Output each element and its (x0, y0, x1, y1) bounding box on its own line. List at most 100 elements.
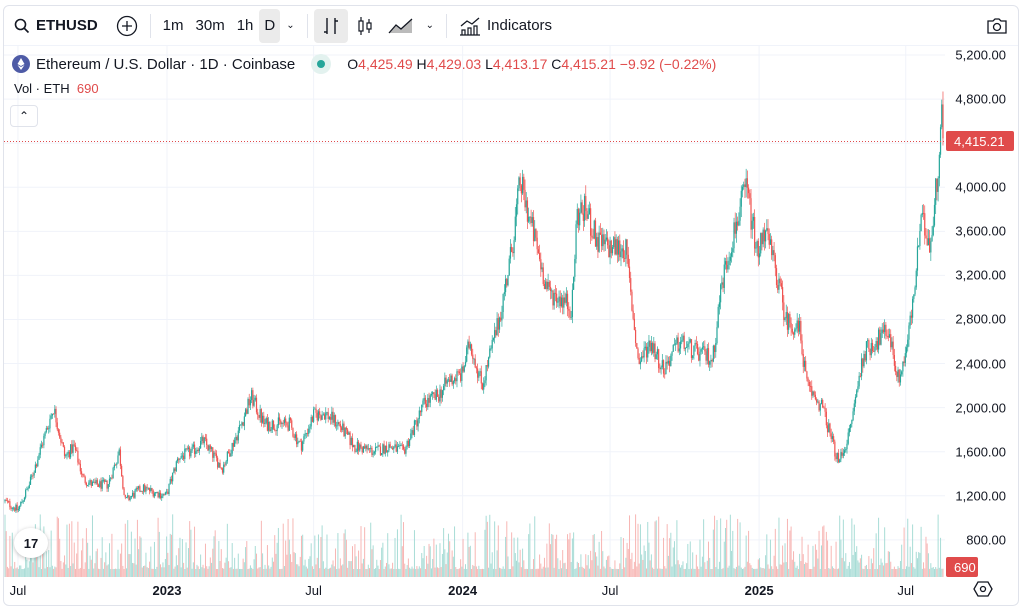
interval-1m[interactable]: 1m (162, 17, 184, 34)
bars-style-button[interactable] (313, 8, 348, 43)
volume-bar (410, 568, 412, 577)
volume-bar (769, 539, 771, 577)
volume-bar (433, 538, 435, 577)
volume-bar (801, 536, 803, 577)
volume-bar (184, 568, 186, 577)
candle-body (344, 427, 346, 437)
indicators-button[interactable]: Indicators (453, 9, 558, 43)
volume-bar (675, 564, 677, 577)
candle-body (898, 369, 900, 383)
volume-bar (619, 563, 621, 577)
volume-bar (768, 568, 770, 577)
candle-body (157, 491, 159, 498)
candle-body (337, 422, 339, 426)
candle-body (413, 420, 416, 435)
candle-body (320, 414, 322, 420)
candle-body (915, 270, 917, 288)
collapse-legend-button[interactable]: ⌃ (10, 105, 38, 127)
volume-bar (143, 566, 145, 577)
tradingview-logo[interactable]: 17 (14, 528, 48, 558)
candle-body (213, 452, 215, 458)
candle-body (599, 232, 601, 235)
volume-bar (434, 567, 436, 577)
candle-body (9, 501, 11, 508)
symbol-search[interactable]: ETHUSD (4, 9, 104, 43)
price-chart[interactable] (4, 46, 945, 577)
volume-bar (667, 555, 669, 577)
volume-bar (835, 541, 837, 577)
volume-bar (333, 566, 335, 577)
candle-body (80, 471, 83, 475)
candle-body (792, 332, 795, 335)
volume-bar (533, 559, 535, 577)
volume-bar (531, 568, 533, 577)
volume-bar (121, 543, 123, 577)
volume-bar (586, 565, 588, 577)
snapshot-button[interactable] (980, 9, 1014, 43)
volume-bar (430, 568, 432, 577)
candle-body (893, 354, 895, 366)
volume-bar (709, 557, 711, 577)
volume-bar (183, 562, 185, 577)
interval-d[interactable]: D (259, 8, 281, 43)
volume-bar (780, 564, 782, 577)
candle-body (244, 409, 247, 417)
candle-body (845, 449, 847, 451)
candle-body (259, 409, 261, 418)
chart-type-dropdown[interactable]: ⌄ (420, 9, 440, 43)
volume-bar (450, 568, 452, 577)
interval-dropdown[interactable]: ⌄ (280, 9, 300, 43)
volume-bar (762, 567, 764, 577)
candle-body (720, 284, 722, 303)
volume-bar (375, 568, 377, 577)
x-tick-label: 2023 (152, 583, 182, 598)
candle-body (583, 196, 586, 221)
candle-body (492, 338, 495, 340)
volume-bar (88, 568, 90, 577)
candle-body (780, 283, 782, 288)
volume-bar (697, 566, 699, 577)
volume-bar (170, 534, 172, 577)
volume-bar (49, 567, 51, 577)
area-chart-icon (388, 18, 413, 33)
candle-body (54, 408, 56, 414)
compare-button[interactable] (110, 9, 144, 43)
volume-bar (620, 537, 622, 577)
candle-body (679, 341, 682, 349)
volume-bar (401, 546, 403, 577)
volume-bar (358, 550, 360, 577)
candle-body (73, 444, 75, 446)
candles-style-button[interactable] (348, 9, 382, 43)
volume-bar (650, 554, 652, 577)
y-tick-label: 2,800.00 (955, 311, 1006, 327)
volume-bar (665, 568, 667, 577)
volume-bar (206, 566, 208, 577)
candle-body (620, 251, 622, 258)
volume-bar (376, 559, 378, 577)
candle-body (90, 480, 92, 486)
volume-bar (865, 564, 867, 577)
settings-button[interactable] (973, 580, 993, 603)
volume-bar (45, 551, 47, 577)
candle-body (687, 343, 689, 348)
candle-body (803, 360, 806, 367)
volume-bar (172, 514, 174, 577)
interval-30m[interactable]: 30m (195, 17, 225, 34)
candle-body (60, 437, 62, 443)
interval-1h[interactable]: 1h (236, 17, 254, 34)
volume-bar (228, 561, 230, 577)
candle-body (659, 368, 661, 370)
volume-bar (824, 569, 826, 577)
candle-body (768, 233, 770, 245)
candle-body (404, 449, 406, 454)
candle-body (12, 507, 15, 509)
volume-bar (737, 518, 739, 577)
volume-bar (616, 568, 618, 577)
volume-bar (422, 558, 424, 577)
area-style-button[interactable] (382, 9, 420, 43)
candle-body (130, 495, 132, 498)
volume-bar (791, 559, 793, 577)
volume-legend: Vol · ETH 690 (14, 81, 99, 96)
volume-bar (898, 567, 900, 577)
candle-body (21, 501, 23, 503)
